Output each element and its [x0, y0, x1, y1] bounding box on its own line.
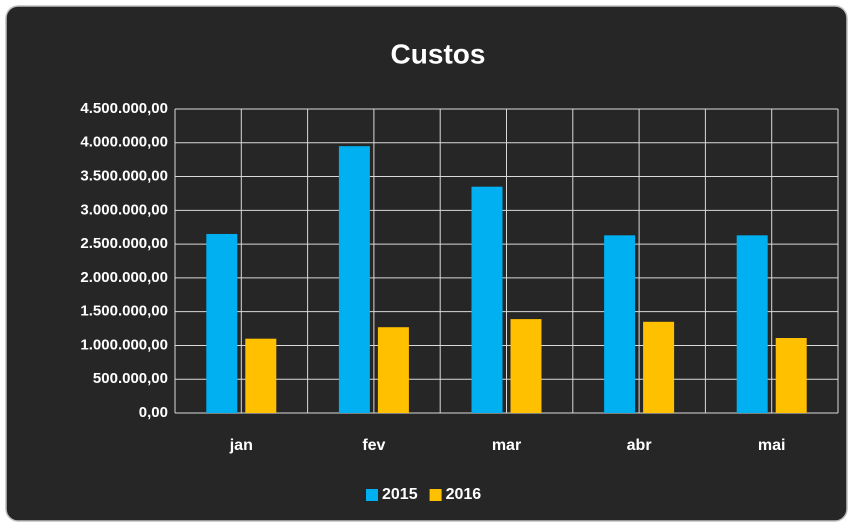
y-tick-label: 500.000,00	[93, 370, 168, 387]
bar	[643, 321, 675, 413]
y-tick-label: 4.500.000,00	[80, 100, 168, 117]
y-tick-label: 4.000.000,00	[80, 134, 168, 151]
legend-label: 2016	[446, 486, 482, 503]
y-tick-label: 3.000.000,00	[80, 201, 168, 218]
bar	[510, 319, 542, 413]
legend-label: 2015	[382, 486, 418, 503]
y-tick-label: 0,00	[139, 404, 168, 421]
bar	[736, 235, 768, 413]
bar	[377, 327, 409, 413]
y-tick-label: 2.500.000,00	[80, 235, 168, 252]
x-tick-label: mai	[758, 437, 786, 454]
bar	[471, 186, 503, 413]
chart-title: Custos	[391, 38, 486, 69]
legend-swatch	[429, 489, 442, 501]
bar	[775, 338, 807, 413]
y-tick-label: 1.000.000,00	[80, 336, 168, 353]
x-tick-label: mar	[492, 437, 521, 454]
bar	[604, 235, 636, 413]
x-tick-label: jan	[229, 437, 253, 454]
y-tick-label: 2.000.000,00	[80, 269, 168, 286]
x-tick-label: abr	[627, 437, 652, 454]
bar	[245, 338, 277, 413]
legend-swatch	[366, 489, 378, 501]
chart-background	[5, 5, 848, 522]
y-tick-label: 3.500.000,00	[80, 168, 168, 185]
x-tick-label: fev	[362, 437, 385, 454]
bar	[338, 146, 370, 413]
y-tick-label: 1.500.000,00	[80, 303, 168, 320]
bar	[206, 233, 238, 413]
